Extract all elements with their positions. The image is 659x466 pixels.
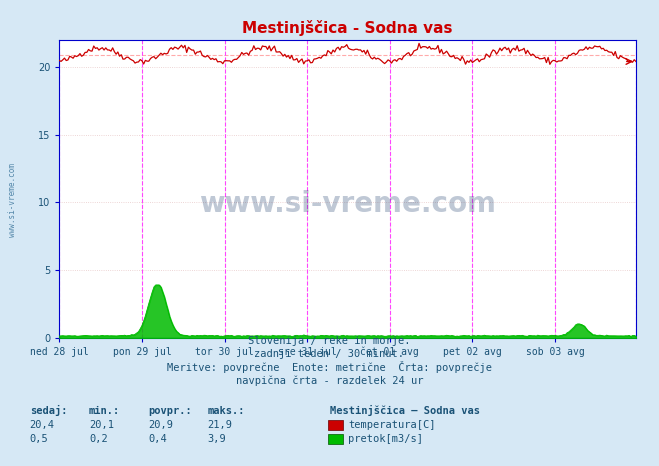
Text: 3,9: 3,9 — [208, 434, 226, 444]
Text: 20,1: 20,1 — [89, 420, 114, 430]
Text: 21,9: 21,9 — [208, 420, 233, 430]
Text: Meritve: povprečne  Enote: metrične  Črta: povprečje: Meritve: povprečne Enote: metrične Črta:… — [167, 361, 492, 373]
Text: www.si-vreme.com: www.si-vreme.com — [199, 190, 496, 218]
Title: Mestinjščica - Sodna vas: Mestinjščica - Sodna vas — [243, 20, 453, 36]
Text: maks.:: maks.: — [208, 406, 245, 416]
Text: min.:: min.: — [89, 406, 120, 416]
Text: sedaj:: sedaj: — [30, 405, 67, 416]
Text: navpična črta - razdelek 24 ur: navpična črta - razdelek 24 ur — [236, 376, 423, 386]
Text: pretok[m3/s]: pretok[m3/s] — [348, 434, 423, 444]
Text: 0,4: 0,4 — [148, 434, 167, 444]
Text: Mestinjščica – Sodna vas: Mestinjščica – Sodna vas — [330, 405, 480, 416]
Text: 20,9: 20,9 — [148, 420, 173, 430]
Text: 20,4: 20,4 — [30, 420, 55, 430]
Text: Slovenija / reke in morje.: Slovenija / reke in morje. — [248, 336, 411, 346]
Text: temperatura[C]: temperatura[C] — [348, 420, 436, 430]
Text: zadnji teden / 30 minut.: zadnji teden / 30 minut. — [254, 350, 405, 359]
Text: 0,2: 0,2 — [89, 434, 107, 444]
Text: www.si-vreme.com: www.si-vreme.com — [8, 164, 17, 237]
Text: 0,5: 0,5 — [30, 434, 48, 444]
Text: povpr.:: povpr.: — [148, 406, 192, 416]
